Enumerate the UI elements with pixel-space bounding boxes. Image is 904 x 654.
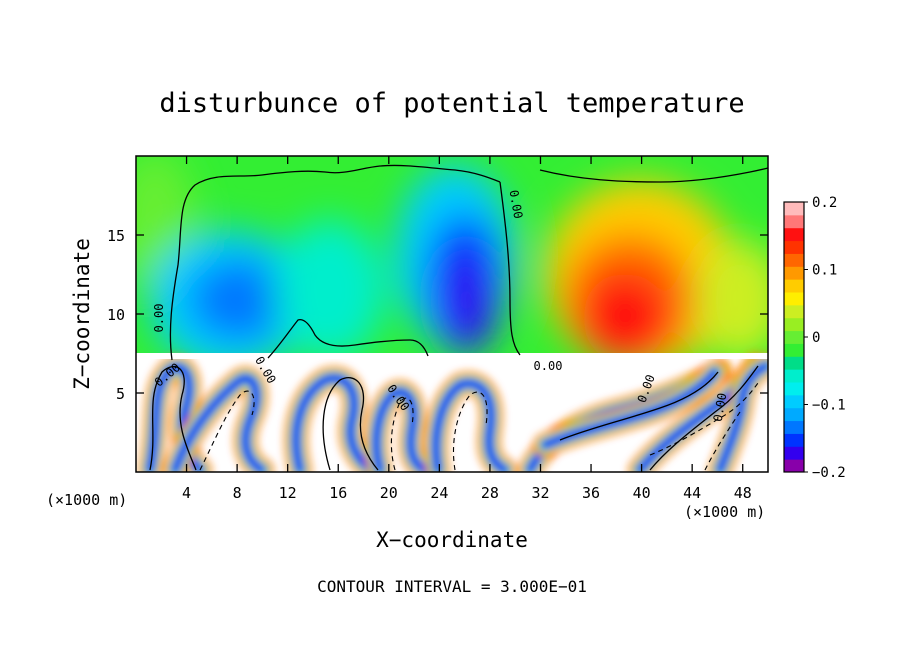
temperature-band [172, 375, 265, 472]
colorbar-swatch [784, 343, 804, 357]
colorbar-swatch [784, 420, 804, 434]
colorbar-tick-label: −0.2 [812, 465, 846, 481]
x-unit-label-left: (×1000 m) [46, 491, 127, 509]
colorbar-swatch [784, 214, 804, 229]
contour-label: 0.00 [507, 189, 526, 220]
temperature-band [433, 380, 508, 472]
contour-line [539, 167, 768, 183]
contour-label: 0.00 [711, 392, 730, 423]
x-tick-label: 16 [329, 484, 347, 502]
lower-layer-bands [138, 353, 768, 472]
x-tick-label: 8 [233, 484, 242, 502]
colorbar-tick-label: −0.1 [812, 398, 846, 414]
contour-line [322, 377, 379, 471]
colorbar-swatch [784, 202, 804, 216]
x-tick-label: 32 [531, 484, 549, 502]
anomaly-blob [446, 255, 486, 345]
y-tick-label: 5 [116, 385, 125, 403]
contour-line-dashed [390, 397, 414, 471]
contour-line [149, 366, 197, 471]
colorbar-tick-label: 0.2 [812, 195, 837, 211]
x-tick-label: 28 [481, 484, 499, 502]
colorbar-swatch [784, 279, 804, 293]
colorbar-swatch [784, 433, 804, 447]
anomaly-blob [190, 260, 290, 340]
x-axis-title: X−coordinate [376, 528, 528, 552]
anomaly-blob [583, 273, 667, 363]
plot-area: 0.000.000.000.000.00 0.000.000.00 [136, 156, 768, 472]
colorbar-swatch [784, 227, 804, 242]
x-tick-label: 48 [734, 484, 752, 502]
colorbar-swatch [784, 292, 804, 306]
inversion-layer [136, 353, 768, 359]
y-axis-title: Z−coordinate [70, 238, 94, 390]
colorbar-swatch [784, 459, 804, 473]
colorbar-swatch [784, 253, 804, 267]
temperature-band [717, 363, 768, 472]
temperature-band [373, 388, 428, 472]
colorbar-swatch [784, 369, 804, 383]
x-tick-label: 40 [633, 484, 651, 502]
x-tick-label: 44 [683, 484, 701, 502]
upper-layer-field [136, 156, 768, 370]
anomaly-blob [695, 240, 768, 360]
x-tick-label: 36 [582, 484, 600, 502]
colorbar-swatch [784, 356, 804, 370]
contour-line [559, 371, 719, 441]
contour-line [267, 319, 429, 359]
temperature-band [293, 375, 375, 472]
x-tick-label: 4 [182, 484, 191, 502]
colorbar-tick-label: 0.1 [812, 263, 837, 279]
colorbar-swatch [784, 240, 804, 254]
contour-interval-footer: CONTOUR INTERVAL = 3.000E−01 [317, 577, 587, 596]
colorbar-swatch [784, 266, 804, 280]
x-axis: 4 8 12 16 20 24 28 32 36 40 44 48 [182, 156, 752, 502]
colorbar-swatch [784, 330, 804, 344]
contour-label: 0.00 [534, 359, 563, 373]
anomaly-blob [275, 220, 385, 360]
colorbar-swatch [784, 304, 804, 319]
y-axis: 5 10 15 [107, 227, 768, 403]
contour-label: 0.00 [152, 304, 166, 333]
x-unit-label-right: (×1000 m) [684, 503, 765, 521]
x-tick-label: 20 [380, 484, 398, 502]
contour-line-dashed [452, 391, 488, 471]
colorbar-swatch [784, 317, 804, 332]
x-tick-label: 24 [430, 484, 448, 502]
y-tick-label: 15 [107, 227, 125, 245]
chart-title: disturbunce of potential temperature [159, 88, 744, 119]
colorbar: 0.2 0.1 0 −0.1 −0.2 [783, 195, 846, 481]
contour-line [649, 365, 759, 471]
colorbar-swatch [784, 394, 804, 409]
lower-layer-field [136, 353, 768, 472]
colorbar-swatch [784, 382, 804, 396]
y-tick-label: 10 [107, 306, 125, 324]
contour-line-dashed [649, 379, 761, 456]
contour-line [499, 181, 521, 356]
x-tick-label: 12 [279, 484, 297, 502]
colorbar-tick-label: 0 [812, 330, 820, 346]
contour-line-dashed [199, 390, 255, 471]
colorbar-swatch [784, 407, 804, 422]
colorbar-swatch [784, 446, 804, 460]
contour-line [169, 164, 501, 361]
